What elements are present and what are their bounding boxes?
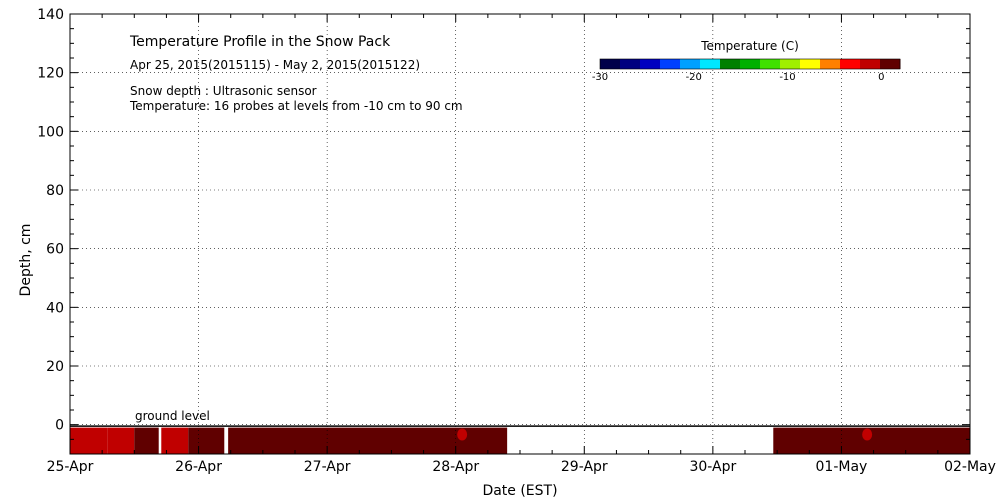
colorbar: Temperature (C) -30 -20 -10 0 [592, 39, 901, 83]
colorbar-tick-labels: -30 -20 -10 0 [592, 72, 885, 83]
colorbar-tick-label: -30 [592, 72, 608, 83]
heatmap-cell [134, 427, 159, 454]
y-tick-label: 20 [46, 359, 64, 375]
chart-subtitle: Apr 25, 2015(2015115) - May 2, 2015(2015… [130, 58, 420, 72]
x-tick-label: 02-May [944, 459, 996, 475]
colorbar-swatches [600, 59, 901, 69]
note-snow-depth: Snow depth : Ultrasonic sensor [130, 84, 317, 98]
y-tick-labels: 0 20 40 60 80 100 120 140 [37, 7, 64, 434]
colorbar-tick-label: 0 [878, 72, 884, 83]
colorbar-swatch [780, 59, 801, 69]
colorbar-swatch [700, 59, 721, 69]
y-tick-label: 40 [46, 300, 64, 316]
colorbar-swatch [840, 59, 861, 69]
x-axis-label: Date (EST) [482, 483, 557, 499]
colorbar-swatch [800, 59, 821, 69]
colorbar-title: Temperature (C) [700, 39, 799, 53]
y-axis-label: Depth, cm [18, 224, 34, 297]
plot-frame [69, 13, 971, 455]
chart-title: Temperature Profile in the Snow Pack [129, 34, 391, 50]
x-tick-label: 28-Apr [432, 459, 479, 475]
x-tick-label: 27-Apr [304, 459, 351, 475]
y-tick-label: 100 [37, 124, 64, 140]
warm-spot [862, 428, 873, 441]
x-tick-label: 29-Apr [561, 459, 608, 475]
heatmap-cell [107, 427, 135, 454]
x-tick-label: 26-Apr [175, 459, 222, 475]
x-tick-label: 30-Apr [689, 459, 736, 475]
note-temperature: Temperature: 16 probes at levels from -1… [129, 99, 463, 113]
y-tick-label: 60 [46, 242, 64, 258]
heatmap-cell [161, 427, 189, 454]
y-tick-label: 0 [55, 418, 64, 434]
colorbar-swatch [660, 59, 681, 69]
y-tick-label: 140 [37, 7, 64, 23]
heatmap-cell [188, 427, 225, 454]
warm-spots [457, 428, 873, 441]
colorbar-swatch [740, 59, 761, 69]
heatmap-cell [773, 427, 970, 454]
axis-ticks [69, 13, 971, 455]
colorbar-swatch [720, 59, 741, 69]
colorbar-tick-label: -20 [686, 72, 702, 83]
colorbar-swatch [860, 59, 881, 69]
colorbar-swatch [820, 59, 841, 69]
y-tick-label: 80 [46, 183, 64, 199]
colorbar-swatch [880, 59, 901, 69]
colorbar-tick-label: -10 [779, 72, 795, 83]
heatmap-cell [70, 427, 108, 454]
colorbar-swatch [680, 59, 701, 69]
colorbar-frame [599, 58, 901, 70]
colorbar-swatch [600, 59, 621, 69]
x-tick-label: 25-Apr [47, 459, 94, 475]
ground-level-label: ground level [135, 409, 210, 423]
grid-lines [70, 14, 970, 454]
colorbar-swatch [620, 59, 641, 69]
colorbar-swatch [760, 59, 781, 69]
heatmap-cells [70, 427, 970, 454]
x-tick-label: 01-May [816, 459, 868, 475]
colorbar-swatch [640, 59, 661, 69]
x-tick-labels: 25-Apr 26-Apr 27-Apr 28-Apr 29-Apr 30-Apr 01-M… [47, 459, 996, 475]
y-tick-label: 120 [37, 66, 64, 82]
warm-spot [457, 428, 468, 441]
